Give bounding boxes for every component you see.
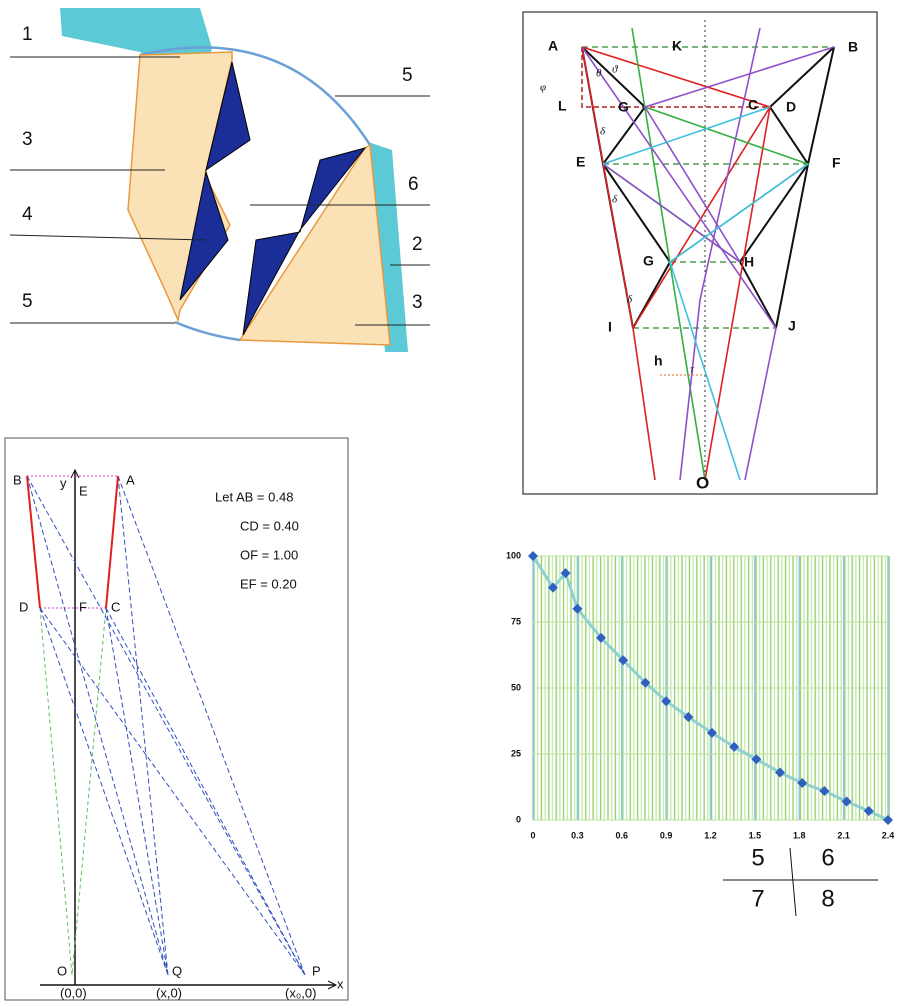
truss [776,47,834,328]
panel-a: 1 3 4 5 5 6 2 3 [10,8,430,352]
note: EF = 0.20 [240,576,297,591]
angle-label: δ [627,294,633,306]
x-tick-label: 1.8 [793,830,806,840]
table: 5 6 7 8 [723,844,878,916]
angle-label: ϑ [612,64,618,76]
point-label: O [696,473,709,492]
point-label: Q [172,963,182,978]
x-tick-label: 0.6 [615,830,628,840]
angle-label: θ [596,68,602,80]
y-tick-label: 25 [511,748,521,758]
table-cell: 5 [751,844,764,871]
part-label: 1 [22,24,33,45]
dashed-line [40,608,106,975]
dotted-line [27,476,118,608]
panel-b: A K B L G C D E F G H I J h O φ θ ϑ δ δ … [523,12,877,494]
figure: 1 3 4 5 5 6 2 3 A K B L G C D E F G H [0,0,903,1006]
point-label: B [13,472,22,487]
truss [740,47,834,328]
point-label: y [60,475,67,490]
arc [175,322,240,340]
point-label: C [748,97,758,113]
point-label: I [608,319,612,335]
x-tick-label: 0 [530,830,535,840]
panel-c: B y E A D F C O Q P x (0,0) (x,0) (x₀,0)… [5,438,348,1000]
part-label: 4 [22,204,33,225]
point-label: C [111,599,120,614]
table-rule [790,848,796,916]
group: B y E A D F C O Q P x (0,0) (x,0) (x₀,0)… [13,472,344,1000]
point-label: E [79,483,88,498]
axis-label: (0,0) [60,985,87,1000]
angle-label: φ [540,82,546,94]
ray [603,107,770,164]
x-tick-label: 0.9 [660,830,673,840]
x-tick-label: 1.5 [749,830,762,840]
y-tick-label: 50 [511,682,521,692]
point-label: F [79,599,87,614]
note: Let AB = 0.48 [215,489,293,504]
point-label: G [618,99,629,115]
link [27,476,118,608]
group [582,47,834,328]
axis-label: (x,0) [156,985,182,1000]
point-label: A [548,38,558,54]
point-label: L [558,98,567,114]
group: A K B L G C D E F G H I J h O [548,38,858,493]
y-tick-label: 100 [506,550,521,560]
ray [705,107,770,480]
part-label: 3 [22,129,33,150]
point-label: P [312,963,321,978]
beige-body [128,52,232,320]
part-label: 5 [22,291,33,312]
point-label: J [788,318,796,334]
x-tick-label: 1.2 [704,830,717,840]
point-label: D [786,99,796,115]
point-label: D [19,599,28,614]
table-cell: 8 [821,885,834,912]
point-label: K [672,38,682,54]
angle-label: δ [600,126,606,138]
point-label: G [643,253,654,269]
angle-label: τ [690,364,695,376]
point-label: O [57,963,67,978]
x-tick-label: 0.3 [571,830,584,840]
point-label: x [337,976,344,991]
point-label: F [832,155,841,171]
point-label: E [576,154,585,170]
table-cell: 7 [751,885,764,912]
note: OF = 1.00 [240,547,298,562]
axis-label: (x₀,0) [285,985,316,1000]
table-cell: 6 [821,844,834,871]
part-label: 5 [402,65,413,86]
point-label: h [654,353,663,369]
point-label: B [848,39,858,55]
part-label: 2 [412,234,423,255]
point-label: H [744,254,754,270]
note: CD = 0.40 [240,518,299,533]
angle-label: δ [612,194,618,206]
y-tick-label: 75 [511,616,521,626]
x-tick-label: 2.1 [837,830,850,840]
x-tick-label: 2.4 [882,830,895,840]
part-label: 6 [408,174,419,195]
y-tick-label: 0 [516,814,521,824]
point-label: A [126,472,135,487]
group [582,28,834,480]
part-label: 3 [412,292,423,313]
